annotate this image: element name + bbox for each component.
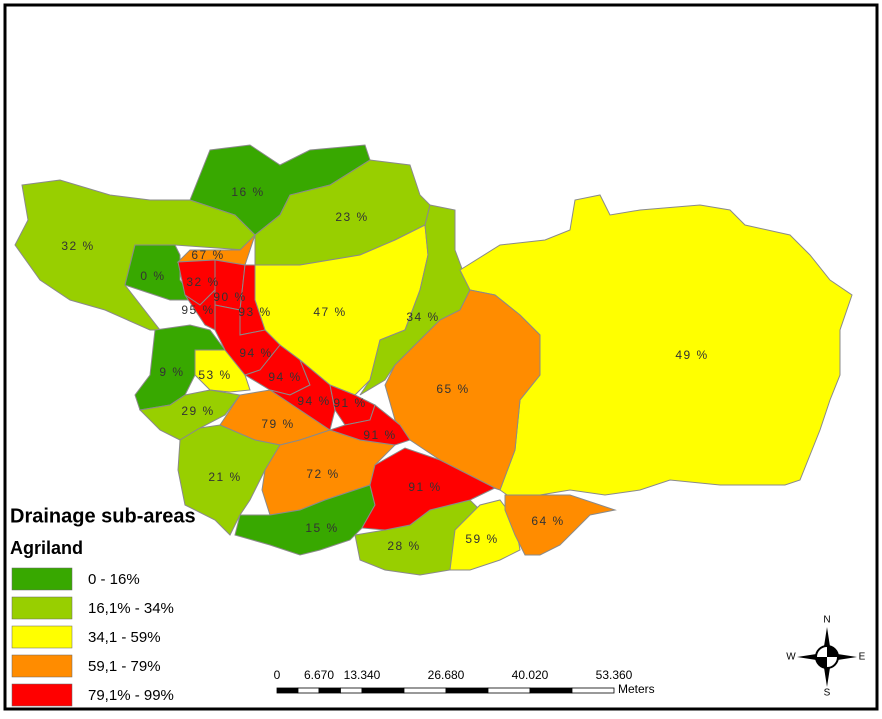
sub-area-label: 79 % — [261, 417, 294, 431]
scale-segment — [487, 687, 531, 694]
legend-subtitle: Agriland — [10, 538, 83, 558]
legend-swatch — [11, 625, 73, 649]
sub-area — [328, 404, 411, 446]
scale-label: 0 — [274, 668, 281, 682]
scale-unit: Meters — [618, 682, 655, 696]
scale-segment — [297, 687, 320, 694]
compass-n: N — [823, 615, 830, 626]
legend-swatch — [11, 683, 73, 707]
scale-segment — [361, 687, 405, 694]
legend-label: 34,1 - 59% — [88, 629, 161, 646]
scale-segment — [403, 687, 447, 694]
compass-w: W — [786, 652, 796, 663]
sub-area-label: 95 % — [181, 303, 214, 317]
compass-s: S — [824, 688, 831, 699]
sub-area — [449, 499, 521, 571]
sub-area — [361, 447, 497, 531]
sub-area-label: 47 % — [313, 305, 346, 319]
compass: N S E W — [786, 615, 865, 699]
sub-area-label: 53 % — [198, 368, 231, 382]
sub-area-label: 15 % — [305, 521, 338, 535]
scale-label: 6.670 — [304, 668, 334, 682]
sub-area-label: 29 % — [181, 404, 214, 418]
sub-area-label: 21 % — [208, 470, 241, 484]
legend-title: Drainage sub-areas — [10, 505, 196, 527]
legend-label: 0 - 16% — [88, 571, 140, 588]
legend-swatch — [11, 567, 73, 591]
sub-area-label: 16 % — [231, 185, 264, 199]
sub-area-label: 90 % — [213, 290, 246, 304]
compass-fill — [816, 646, 838, 668]
legend-label: 16,1% - 34% — [88, 600, 174, 617]
sub-area-label: 0 % — [140, 269, 165, 283]
sub-area-label: 91 % — [408, 480, 441, 494]
legend-swatch — [11, 654, 73, 678]
sub-area-label: 72 % — [306, 467, 339, 481]
sub-area — [177, 424, 281, 536]
scale-segment — [340, 687, 363, 694]
sub-area-label: 9 % — [159, 365, 184, 379]
legend: 0 - 16% 16,1% - 34% 34,1 - 59% 59,1 - 79% 79… — [11, 567, 174, 707]
scale-segment — [571, 687, 615, 694]
scale-segment — [276, 687, 299, 694]
sub-area-label: 64 % — [531, 514, 564, 528]
sub-area-label: 23 % — [335, 210, 368, 224]
sub-area-label: 94 % — [268, 370, 301, 384]
sub-area-label: 34 % — [406, 310, 439, 324]
legend-label: 79,1% - 99% — [88, 687, 174, 704]
sub-areas — [14, 144, 853, 576]
sub-area — [504, 494, 617, 556]
sub-area-label: 91 % — [363, 428, 396, 442]
sub-area-label: 49 % — [675, 348, 708, 362]
legend-label: 59,1 - 79% — [88, 658, 161, 675]
sub-area-label: 32 % — [61, 239, 94, 253]
sub-area-label: 32 % — [186, 275, 219, 289]
sub-area-label: 59 % — [465, 532, 498, 546]
sub-area-label: 28 % — [387, 539, 420, 553]
sub-area-label: 91 % — [333, 396, 366, 410]
scale-label: 53.360 — [596, 668, 633, 682]
legend-swatch — [11, 596, 73, 620]
sub-area — [134, 324, 226, 411]
sub-area — [138, 389, 241, 441]
sub-area-label: 93 % — [238, 305, 271, 319]
scale-segment — [445, 687, 489, 694]
sub-area-label: 94 % — [297, 394, 330, 408]
scale-label: 40.020 — [512, 668, 549, 682]
sub-area-labels: 16 % 32 % 23 % 0 % 67 % 47 % 34 % 49 % 65 % 9 % 53… — [61, 185, 708, 553]
scale-segment — [318, 687, 341, 694]
sub-area — [214, 304, 281, 376]
sub-area-label: 65 % — [436, 382, 469, 396]
sub-area-label: 67 % — [191, 248, 224, 262]
sub-area-label: 94 % — [239, 346, 272, 360]
scale-label: 26.680 — [428, 668, 465, 682]
scale-label: 13.340 — [344, 668, 381, 682]
scale-segment — [529, 687, 573, 694]
compass-e: E — [859, 652, 866, 663]
